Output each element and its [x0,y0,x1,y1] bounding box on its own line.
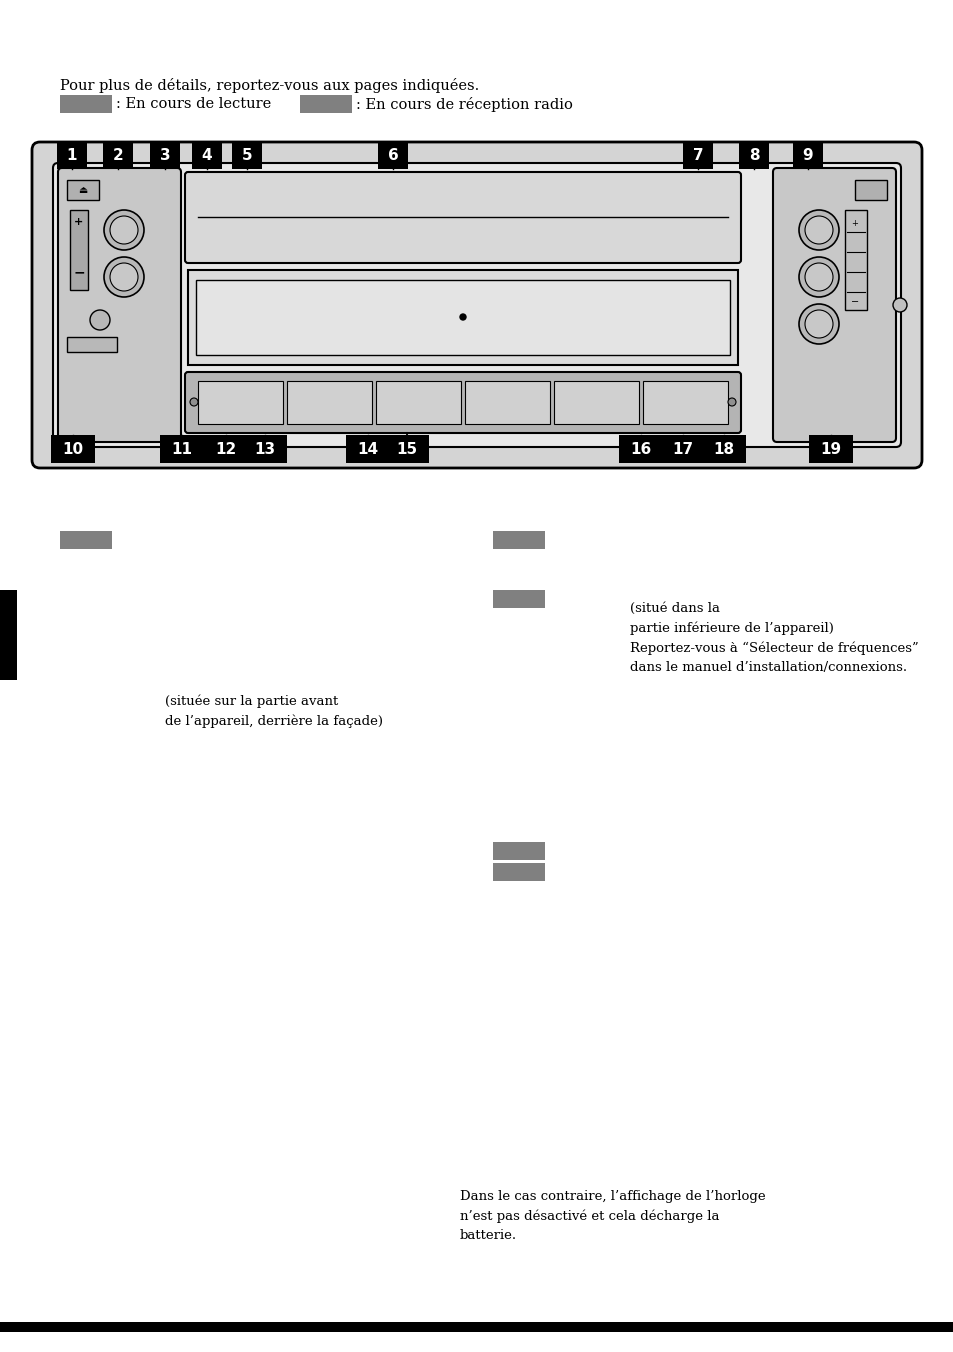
Bar [618,435,662,462]
Text: 18: 18 [713,442,734,457]
Text: 7: 7 [692,147,702,162]
Bar [0,1322,953,1332]
Bar [792,141,822,169]
Bar [67,337,117,352]
Circle shape [804,216,832,243]
Bar [192,141,222,169]
FancyBboxPatch shape [185,172,740,264]
Bar [67,180,99,200]
Circle shape [104,210,144,250]
Text: 4: 4 [201,147,213,162]
FancyBboxPatch shape [53,164,900,448]
Text: 15: 15 [396,442,417,457]
Text: Dans le cas contraire, l’affichage de l’horloge
n’est pas désactivé et cela déch: Dans le cas contraire, l’affichage de l’… [459,1190,765,1241]
Bar [493,589,544,608]
Bar [493,842,544,860]
Bar [299,95,352,114]
Circle shape [799,304,838,343]
Text: 6: 6 [387,147,398,162]
Circle shape [190,397,198,406]
Text: 8: 8 [748,147,759,162]
Circle shape [110,264,138,291]
Bar [739,141,768,169]
Bar [204,435,248,462]
Text: (située sur la partie avant
de l’appareil, derrière la façade): (située sur la partie avant de l’apparei… [165,695,382,729]
Circle shape [799,210,838,250]
Bar [385,435,429,462]
Circle shape [459,314,465,320]
Circle shape [110,216,138,243]
Bar [844,210,866,310]
Text: 17: 17 [672,442,693,457]
FancyBboxPatch shape [185,372,740,433]
Circle shape [799,257,838,297]
Text: 3: 3 [159,147,171,162]
Text: 2: 2 [112,147,123,162]
Bar [346,435,390,462]
Text: (situé dans la
partie inférieure de l’appareil)
Reportez-vous à “Sélecteur de fr: (situé dans la partie inférieure de l’ap… [629,602,918,673]
Bar [0,589,17,680]
Bar [464,381,550,425]
Circle shape [892,297,906,312]
Bar [854,180,886,200]
Bar [232,141,262,169]
FancyBboxPatch shape [32,142,921,468]
Bar [660,435,704,462]
Bar [150,141,180,169]
Text: 9: 9 [801,147,813,162]
Bar [51,435,95,462]
Text: 1: 1 [67,147,77,162]
Text: 16: 16 [630,442,651,457]
FancyBboxPatch shape [772,168,895,442]
Circle shape [727,397,735,406]
Bar [103,141,132,169]
Bar [160,435,204,462]
Text: : En cours de réception radio: : En cours de réception radio [355,96,572,111]
Bar [243,435,287,462]
Text: −: − [850,297,858,307]
Bar [195,280,729,356]
Circle shape [804,264,832,291]
Text: 5: 5 [241,147,252,162]
Bar [375,381,460,425]
Bar [198,381,283,425]
FancyBboxPatch shape [58,168,181,442]
Bar [642,381,727,425]
Circle shape [90,310,110,330]
Bar [701,435,745,462]
Text: 10: 10 [62,442,84,457]
Bar [554,381,639,425]
Text: 12: 12 [215,442,236,457]
Text: 13: 13 [254,442,275,457]
Bar [70,210,88,289]
Bar [188,270,738,365]
Bar [493,531,544,549]
Text: 14: 14 [357,442,378,457]
Bar [60,531,112,549]
Text: Pour plus de détails, reportez-vous aux pages indiquées.: Pour plus de détails, reportez-vous aux … [60,78,478,93]
Text: : En cours de lecture: : En cours de lecture [116,97,271,111]
Circle shape [104,257,144,297]
Circle shape [804,310,832,338]
Bar [493,863,544,882]
Bar [682,141,712,169]
Bar [57,141,87,169]
Text: −: − [73,265,85,279]
Bar [377,141,408,169]
Bar [808,435,852,462]
Bar [60,95,112,114]
Bar [287,381,372,425]
Text: ⏏: ⏏ [78,185,88,195]
Text: 11: 11 [172,442,193,457]
Text: +: + [74,218,84,227]
Text: +: + [851,219,858,228]
Text: 19: 19 [820,442,841,457]
